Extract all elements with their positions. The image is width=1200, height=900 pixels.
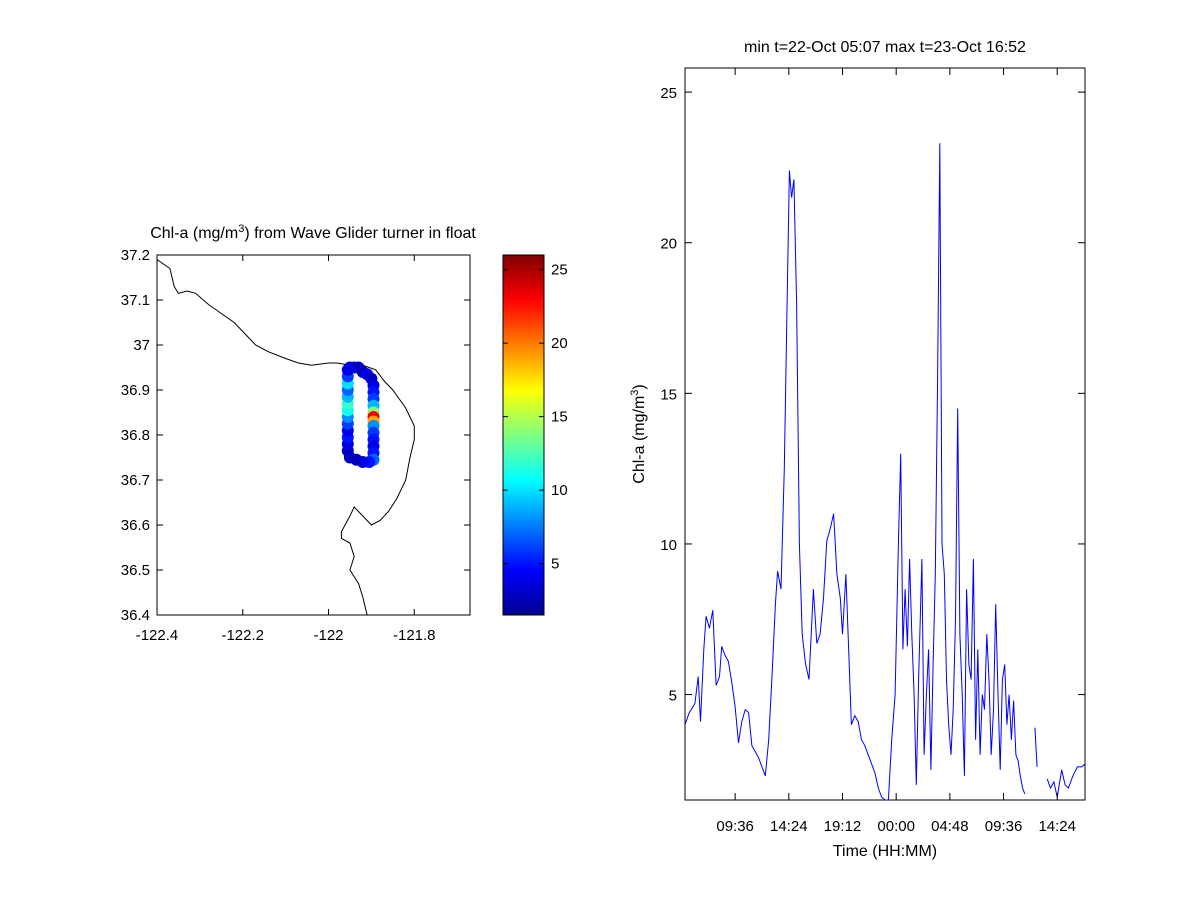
ylabel-sup: 3 xyxy=(629,390,641,396)
map-title-suffix: ) from Wave Glider turner in float xyxy=(244,225,476,242)
colorbar-tick-label-0: 5 xyxy=(551,556,559,573)
map-y-ticks: 37.2 37.1 37 36.9 36.8 36.7 36.6 36.5 36.4 xyxy=(121,247,470,624)
ts-x-tick-label-5: 09:36 xyxy=(985,818,1023,835)
ts-y-tick-label-1: 10 xyxy=(660,537,677,554)
timeseries-x-ticks: 09:36 14:24 19:12 00:00 04:48 09:36 14:24 xyxy=(716,68,1076,835)
timeseries-panel: min t=22-Oct 05:07 max t=23-Oct 16:52 09… xyxy=(629,39,1086,860)
map-panel: Chl-a (mg/m3) from Wave Glider turner in… xyxy=(121,223,477,644)
map-title: Chl-a (mg/m3) from Wave Glider turner in… xyxy=(150,223,476,242)
glider-track xyxy=(341,361,380,468)
colorbar-tick-label-2: 15 xyxy=(551,409,568,426)
map-y-tick-label-6: 36.6 xyxy=(121,517,150,534)
colorbar-tick-label-4: 25 xyxy=(551,262,568,279)
timeseries-y-ticks: 5 10 15 20 25 xyxy=(660,85,1085,705)
timeseries-axes-frame xyxy=(684,67,1086,801)
ts-x-tick-label-1: 14:24 xyxy=(770,818,808,835)
ts-x-tick-label-4: 04:48 xyxy=(931,818,969,835)
ts-y-tick-label-4: 25 xyxy=(660,85,677,102)
chl-series-line-segment-2 xyxy=(1034,727,1038,767)
ts-x-tick-label-6: 14:24 xyxy=(1038,818,1076,835)
map-y-tick-label-8: 36.4 xyxy=(121,607,150,624)
ts-x-tick-label-3: 00:00 xyxy=(877,818,915,835)
colorbar: 5 10 15 20 25 xyxy=(502,254,568,616)
timeseries-plot-area xyxy=(685,143,1085,800)
map-y-tick-label-3: 36.9 xyxy=(121,382,150,399)
map-x-tick-label-2: -122 xyxy=(313,627,343,644)
ts-y-tick-label-3: 20 xyxy=(660,236,677,253)
ts-y-tick-label-2: 15 xyxy=(660,386,677,403)
map-x-tick-label-0: -122.4 xyxy=(136,627,179,644)
map-y-tick-label-2: 37 xyxy=(133,337,150,354)
colorbar-gradient xyxy=(502,254,545,616)
timeseries-ylabel: Chl-a (mg/m3) xyxy=(629,384,648,483)
map-title-sup: 3 xyxy=(238,223,244,235)
map-x-ticks: -122.4 -122.2 -122 -121.8 xyxy=(136,255,436,644)
colorbar-tick-label-1: 10 xyxy=(551,482,568,499)
colorbar-ticks: 5 10 15 20 25 xyxy=(503,262,568,573)
ylabel-suffix: ) xyxy=(631,384,648,389)
map-y-tick-label-5: 36.7 xyxy=(121,472,150,489)
ts-x-tick-label-0: 09:36 xyxy=(716,818,754,835)
timeseries-title: min t=22-Oct 05:07 max t=23-Oct 16:52 xyxy=(744,39,1026,56)
map-axes-frame xyxy=(156,254,471,616)
map-y-tick-label-7: 36.5 xyxy=(121,562,150,579)
map-y-tick-label-0: 37.2 xyxy=(121,247,150,264)
track-point-35 xyxy=(341,363,354,376)
map-y-tick-label-1: 37.1 xyxy=(121,292,150,309)
map-y-tick-label-4: 36.8 xyxy=(121,427,150,444)
timeseries-xlabel: Time (HH:MM) xyxy=(833,843,937,860)
chl-series-line xyxy=(685,143,1026,800)
chl-series-line-segment-3 xyxy=(1046,763,1085,798)
colorbar-tick-label-3: 20 xyxy=(551,335,568,352)
map-x-tick-label-1: -122.2 xyxy=(221,627,264,644)
ts-y-tick-label-0: 5 xyxy=(669,688,677,705)
map-plot-area xyxy=(157,259,415,615)
coastline xyxy=(157,259,415,615)
ts-x-tick-label-2: 19:12 xyxy=(824,818,862,835)
map-x-tick-label-3: -121.8 xyxy=(393,627,436,644)
